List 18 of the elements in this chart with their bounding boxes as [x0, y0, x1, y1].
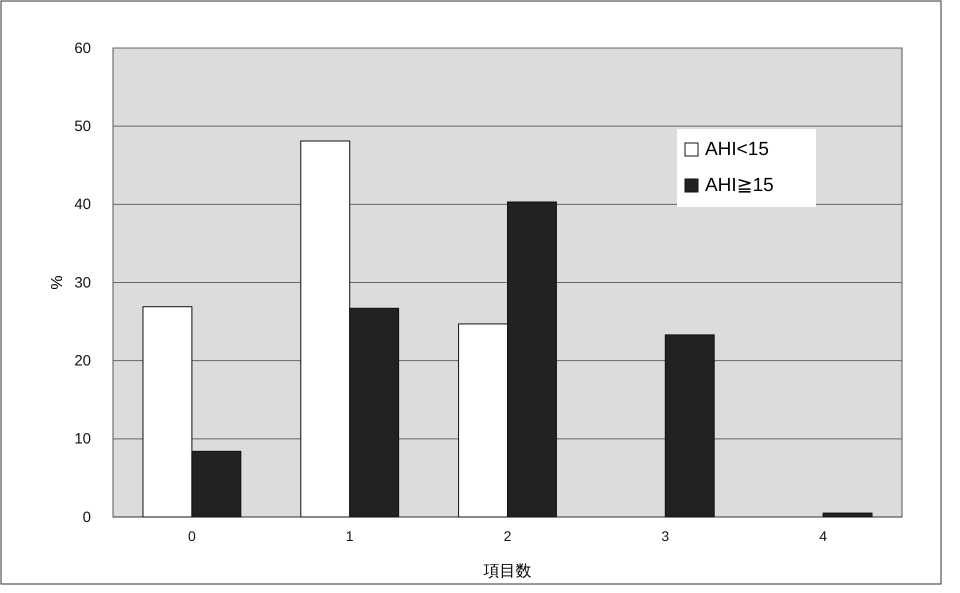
- x-tick-label: 2: [504, 528, 512, 544]
- x-tick-label: 4: [819, 528, 828, 544]
- y-tick-label: 10: [74, 430, 91, 448]
- y-tick-label: 60: [74, 40, 91, 57]
- y-tick-label: 40: [74, 196, 91, 214]
- legend-label: AHI≧15: [705, 175, 774, 196]
- x-axis-title: 項目数: [482, 563, 532, 580]
- y-tick-label: 20: [74, 352, 91, 370]
- y-axis-title: %: [49, 275, 66, 290]
- legend-label: AHI<15: [705, 139, 769, 160]
- y-tick-label: 30: [74, 274, 91, 292]
- y-tick-label: 50: [74, 118, 91, 135]
- x-tick-label: 3: [661, 528, 670, 544]
- y-tick-label: 0: [82, 508, 91, 526]
- bar: [664, 334, 715, 518]
- bar: [822, 512, 873, 518]
- x-tick-label: 1: [346, 528, 354, 544]
- x-tick-label: 0: [188, 528, 196, 544]
